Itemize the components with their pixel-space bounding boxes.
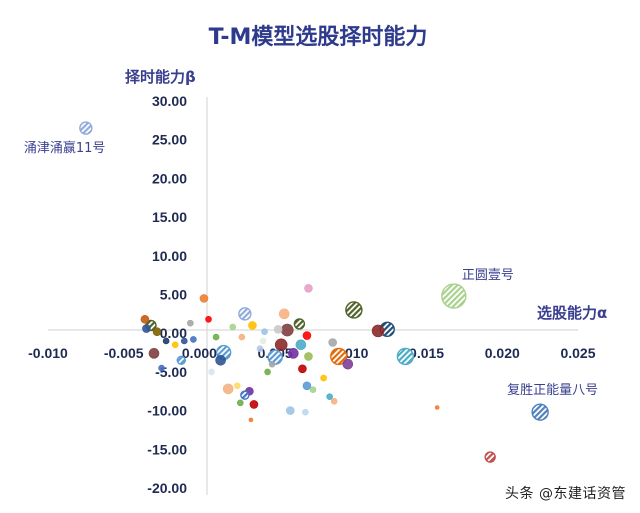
data-point (280, 323, 294, 337)
data-point (304, 352, 313, 361)
annotation-label: 正圆壹号 (462, 268, 514, 283)
data-point (222, 383, 234, 395)
y-tick-label: 25.00 (152, 132, 187, 148)
data-points (79, 121, 549, 463)
data-point (288, 348, 299, 359)
data-point (371, 324, 385, 338)
data-point (273, 325, 283, 334)
data-point (79, 121, 93, 135)
data-point (434, 405, 440, 410)
data-point (304, 284, 313, 293)
data-point (158, 364, 165, 372)
data-point (441, 283, 467, 309)
data-point (261, 328, 268, 335)
watermark: 头条 @东建话资管 (505, 486, 626, 502)
data-point (326, 393, 333, 400)
data-point (264, 368, 271, 376)
data-point (142, 324, 151, 333)
y-tick-labels: 30.0025.0020.0015.0010.005.000.00-5.00-1… (147, 93, 187, 496)
data-point (309, 386, 317, 394)
data-point (199, 294, 209, 303)
data-point (140, 314, 150, 324)
annotation-label: 复胜正能量八号 (507, 383, 598, 398)
data-point (320, 374, 327, 382)
data-point (233, 382, 241, 390)
data-point (298, 364, 307, 374)
data-point (190, 336, 197, 343)
data-point (259, 337, 267, 345)
data-point (396, 347, 415, 366)
y-tick-label: 0.00 (160, 325, 187, 341)
data-point (248, 321, 257, 330)
x-tick-label: 0.020 (485, 345, 520, 361)
data-point (238, 333, 246, 341)
y-tick-label: 30.00 (152, 93, 187, 109)
chart-title: T-M模型选股择时能力 (209, 24, 428, 50)
x-tick-label: 0.025 (560, 345, 595, 361)
data-point (256, 345, 264, 352)
data-point (240, 390, 250, 400)
data-point (148, 348, 160, 359)
axes (48, 97, 578, 495)
data-point (278, 308, 290, 320)
data-point (238, 307, 252, 321)
data-point (295, 339, 307, 351)
x-tick-label: -0.010 (28, 345, 68, 361)
data-point (249, 400, 259, 409)
y-axis-label: 择时能力β (125, 68, 196, 86)
x-tick-label: -0.005 (104, 345, 144, 361)
y-tick-label: -20.00 (147, 480, 187, 496)
data-point (205, 315, 212, 323)
x-axis-label: 选股能力α (537, 304, 607, 322)
x-tick-label: 0.000 (182, 345, 217, 361)
data-point (531, 403, 549, 421)
data-point (345, 301, 363, 319)
data-point (328, 338, 337, 347)
y-tick-label: -10.00 (147, 403, 187, 419)
data-point (302, 381, 312, 391)
data-point (293, 318, 306, 330)
data-point (330, 347, 348, 366)
data-point (171, 341, 179, 349)
annotation-label: 涌津涌赢11号 (24, 140, 106, 156)
data-point (248, 417, 254, 423)
data-point (162, 337, 170, 345)
data-point (208, 368, 215, 376)
y-tick-label: -15.00 (147, 441, 187, 457)
data-point (274, 338, 288, 352)
data-point (187, 319, 194, 327)
data-point (302, 408, 309, 416)
data-point (212, 333, 220, 341)
data-point (237, 399, 244, 407)
data-point (152, 327, 162, 336)
data-point (342, 358, 354, 370)
data-point (285, 406, 295, 415)
x-tick-label: 0.015 (409, 345, 444, 361)
data-point (268, 360, 276, 368)
y-tick-label: 20.00 (152, 170, 187, 186)
data-point (176, 355, 186, 365)
data-point (484, 451, 496, 463)
data-point (330, 398, 338, 405)
y-tick-label: 15.00 (152, 209, 187, 225)
y-tick-label: 10.00 (152, 248, 187, 264)
data-point (229, 323, 237, 331)
y-tick-label: 5.00 (160, 287, 187, 303)
data-point (180, 337, 188, 345)
data-point (215, 354, 226, 366)
data-point (302, 331, 312, 340)
